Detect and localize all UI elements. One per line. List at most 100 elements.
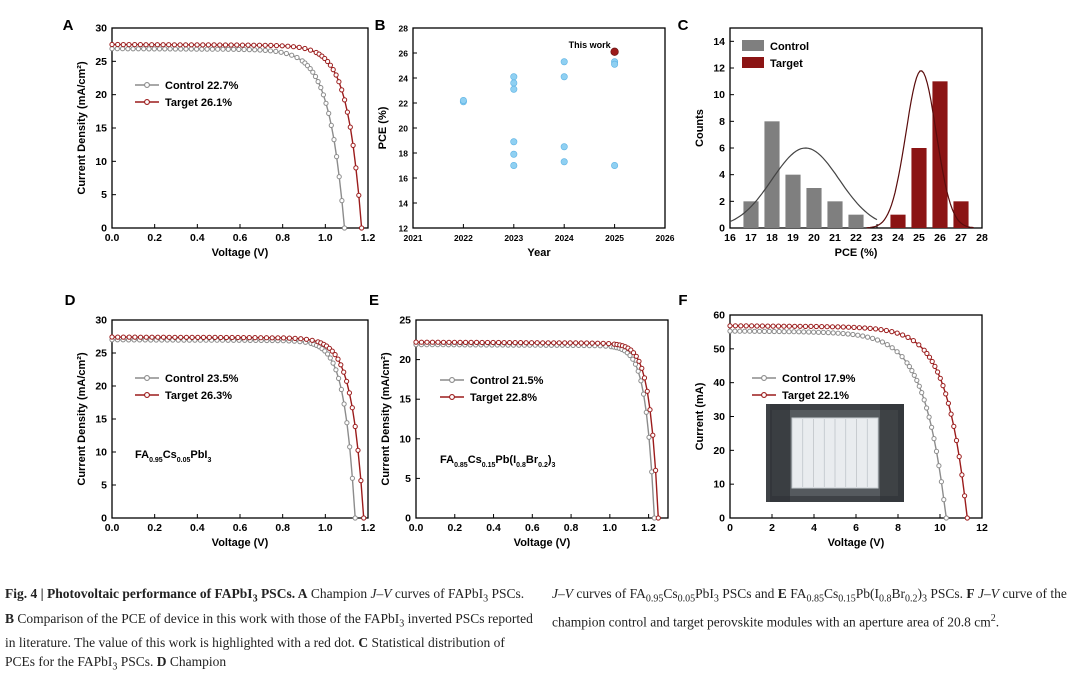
data-point <box>562 340 568 346</box>
composition-part: 0.8 <box>516 462 526 469</box>
y-tick-label: 10 <box>713 479 725 491</box>
data-point <box>329 348 335 354</box>
composition-label: FA0.85Cs0.15Pb(I0.8Br0.2)3 <box>440 454 556 469</box>
scatter-point <box>560 73 568 81</box>
data-point <box>143 334 149 340</box>
data-point <box>435 339 441 345</box>
caption-text: B <box>5 610 15 626</box>
data-point <box>349 475 355 481</box>
data-point <box>135 46 141 52</box>
data-point <box>285 43 291 49</box>
composition-part: 0.2 <box>538 462 548 469</box>
caption-text: PSCs. <box>117 654 157 670</box>
data-point <box>114 46 120 52</box>
composition-part: FA <box>440 454 454 466</box>
data-point <box>330 67 336 73</box>
caption-text: Pb(I <box>855 586 879 601</box>
caption-text: 0.8 <box>878 593 892 605</box>
data-point <box>200 334 207 340</box>
y-tick-label: 10 <box>95 447 107 459</box>
caption-text: FA <box>786 586 807 601</box>
data-point <box>262 42 268 48</box>
x-tick-label: 26 <box>934 232 946 244</box>
data-point <box>413 339 419 345</box>
data-point <box>209 46 215 52</box>
x-tick-label: 4 <box>811 522 817 534</box>
panel-label-b: B <box>375 17 386 34</box>
data-point <box>326 110 332 117</box>
data-point <box>873 326 879 332</box>
y-tick-label: 16 <box>399 174 409 184</box>
y-tick-label: 50 <box>713 343 725 355</box>
data-point <box>463 339 469 345</box>
data-point <box>157 46 163 52</box>
data-point <box>327 62 333 68</box>
data-point <box>200 42 206 48</box>
data-point <box>819 324 825 330</box>
data-point <box>318 85 324 91</box>
x-tick-label: 0.4 <box>486 522 501 534</box>
y-tick-label: 0 <box>719 513 725 525</box>
data-point <box>279 43 285 49</box>
y-tick-label: 24 <box>399 74 409 84</box>
data-point <box>926 414 932 420</box>
histogram-bar-target <box>953 201 969 228</box>
data-point <box>149 42 155 48</box>
data-point <box>229 334 235 341</box>
series-line-target <box>415 341 659 519</box>
x-tick-label: 0.4 <box>190 232 205 244</box>
legend-label-target: Target 22.8% <box>470 392 537 404</box>
x-tick-label: 24 <box>892 232 904 244</box>
data-point <box>845 331 851 337</box>
composition-part: FA <box>135 449 149 461</box>
data-point <box>137 42 143 48</box>
data-point <box>166 334 172 340</box>
y-axis-title: Current Density (mA/cm²) <box>380 352 392 486</box>
data-point <box>154 42 160 48</box>
data-point <box>630 350 637 356</box>
data-point <box>650 432 656 438</box>
data-point <box>215 46 221 52</box>
data-point <box>512 340 518 346</box>
data-point <box>879 339 886 345</box>
x-tick-label: 21 <box>829 232 841 244</box>
caption-text: 0.85 <box>806 593 824 605</box>
data-point <box>932 363 938 369</box>
data-point <box>204 46 210 52</box>
legend-swatch-marker <box>761 392 767 398</box>
data-point <box>236 46 242 53</box>
x-tick-label: 10 <box>934 522 946 534</box>
plot-frame-a <box>111 27 369 229</box>
legend-swatch-marker <box>144 82 150 88</box>
data-point <box>926 354 933 360</box>
photo-shadow <box>770 404 790 502</box>
data-point <box>267 48 274 54</box>
scatter-point <box>510 150 518 158</box>
x-tick-label: 2022 <box>454 233 473 243</box>
data-point <box>900 332 906 338</box>
data-point <box>312 73 319 80</box>
composition-part: 0.95 <box>149 457 163 464</box>
data-point <box>361 515 367 521</box>
panel-label-a: A <box>63 17 74 34</box>
data-point <box>151 46 157 52</box>
data-point <box>761 328 768 334</box>
data-point <box>333 72 339 78</box>
data-point <box>910 338 917 344</box>
data-point <box>162 46 168 52</box>
data-point <box>797 323 803 329</box>
histogram-bar-control <box>827 201 843 228</box>
data-point <box>328 122 334 129</box>
y-tick-label: 20 <box>399 354 411 366</box>
data-point <box>130 46 136 52</box>
data-point <box>424 339 430 345</box>
data-point <box>120 42 126 48</box>
y-tick-label: 0 <box>101 223 107 235</box>
data-point <box>218 334 224 341</box>
data-point <box>177 42 183 48</box>
data-point <box>228 42 234 48</box>
data-point <box>529 340 535 346</box>
histogram-bar-target <box>911 148 927 228</box>
data-point <box>138 334 144 340</box>
y-axis-title: Counts <box>694 109 706 147</box>
